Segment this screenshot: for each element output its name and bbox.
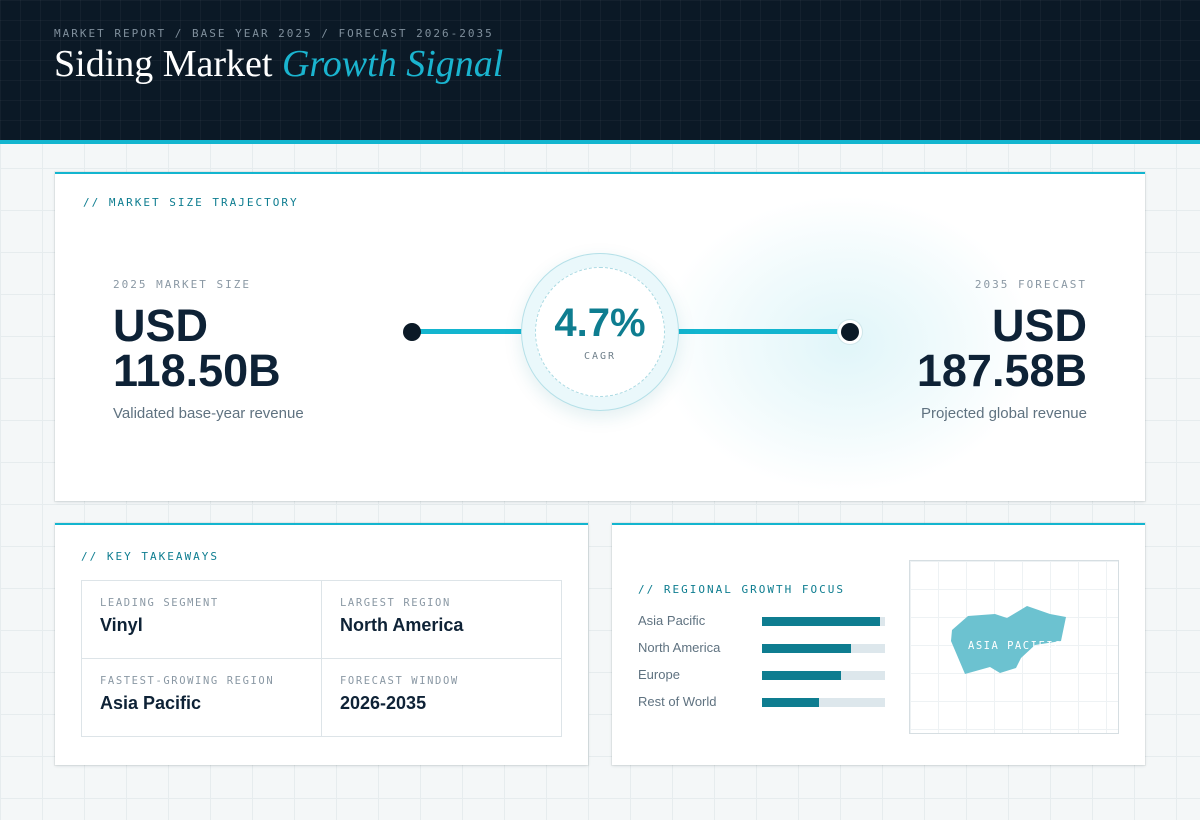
forecast-amount: 187.58B — [916, 345, 1087, 396]
base-eyebrow: 2025 MARKET SIZE — [113, 278, 251, 291]
report-eyebrow: MARKET REPORT / BASE YEAR 2025 / FORECAS… — [54, 27, 494, 40]
takeaway-fastest-growing-region: FASTEST-GROWING REGION Asia Pacific — [82, 659, 322, 736]
cagr-label: CAGR — [583, 351, 617, 362]
region-bar-fill — [762, 644, 851, 653]
region-map: ASIA PACIFIC — [909, 560, 1119, 734]
base-market-size: 2025 MARKET SIZE USD 118.50B Validated b… — [113, 278, 304, 422]
region-row-rest-of-world: Rest of World — [638, 695, 888, 709]
start-marker — [403, 323, 421, 341]
regional-label: // REGIONAL GROWTH FOCUS — [638, 583, 845, 596]
takeaway-eyebrow: LEADING SEGMENT — [100, 597, 219, 609]
region-bar-track — [762, 698, 885, 707]
report-header: MARKET REPORT / BASE YEAR 2025 / FORECAS… — [0, 0, 1200, 144]
takeaway-value: Vinyl — [100, 615, 143, 635]
region-bar-fill — [762, 671, 841, 680]
base-value: USD 118.50B — [113, 303, 304, 393]
trajectory-line-right — [673, 329, 843, 334]
takeaway-forecast-window: FORECAST WINDOW 2026-2035 — [322, 659, 561, 736]
cagr-value: 4.7% — [554, 301, 646, 345]
key-takeaways-card: // KEY TAKEAWAYS LEADING SEGMENT Vinyl L… — [55, 523, 588, 765]
base-amount: 118.50B — [113, 345, 281, 396]
takeaway-largest-region: LARGEST REGION North America — [322, 581, 561, 659]
takeaway-leading-segment: LEADING SEGMENT Vinyl — [82, 581, 322, 659]
asia-pacific-region-shape — [951, 606, 1066, 674]
forecast-currency: USD — [991, 300, 1087, 351]
region-name: North America — [638, 640, 721, 655]
cagr-badge: 4.7% CAGR — [521, 253, 679, 411]
region-row-north-america: North America — [638, 641, 888, 655]
region-bar-track — [762, 644, 885, 653]
regional-growth-card: // REGIONAL GROWTH FOCUS Asia Pacific No… — [612, 523, 1145, 765]
page-title: Siding Market Growth Signal — [54, 42, 503, 86]
takeaway-eyebrow: FASTEST-GROWING REGION — [100, 675, 275, 687]
forecast-value: USD 187.58B — [917, 303, 1087, 393]
title-main: Siding Market — [54, 43, 273, 85]
base-caption: Validated base-year revenue — [113, 405, 304, 422]
end-marker — [841, 323, 859, 341]
map-region-label: ASIA PACIFIC — [968, 640, 1062, 652]
forecast-market-size: 2035 FORECAST USD 187.58B Projected glob… — [917, 278, 1087, 422]
trajectory-label: // MARKET SIZE TRAJECTORY — [83, 196, 299, 209]
forecast-caption: Projected global revenue — [921, 405, 1087, 422]
title-accent: Growth Signal — [281, 43, 504, 85]
region-bar-track — [762, 617, 885, 626]
base-currency: USD — [113, 300, 209, 351]
takeaways-label: // KEY TAKEAWAYS — [81, 550, 219, 563]
takeaway-value: 2026-2035 — [340, 693, 427, 713]
takeaway-value: North America — [340, 615, 464, 635]
region-name: Rest of World — [638, 694, 717, 709]
takeaway-value: Asia Pacific — [100, 693, 202, 713]
background-glow — [655, 194, 1035, 494]
region-name: Asia Pacific — [638, 613, 706, 628]
market-size-card: // MARKET SIZE TRAJECTORY 2025 MARKET SI… — [55, 172, 1145, 501]
asia-pacific-map-icon — [951, 606, 1066, 674]
cagr-inner-ring: 4.7% CAGR — [535, 267, 665, 397]
region-bar-track — [762, 671, 885, 680]
region-name: Europe — [638, 667, 680, 682]
region-row-europe: Europe — [638, 668, 888, 682]
forecast-eyebrow: 2035 FORECAST — [974, 278, 1087, 291]
region-row-asia-pacific: Asia Pacific — [638, 614, 888, 628]
takeaway-eyebrow: LARGEST REGION — [340, 597, 451, 609]
takeaway-eyebrow: FORECAST WINDOW — [340, 675, 459, 687]
region-bar-fill — [762, 617, 881, 626]
trajectory-line-left — [417, 329, 527, 334]
takeaways-grid: LEADING SEGMENT Vinyl LARGEST REGION Nor… — [81, 580, 562, 737]
region-bar-fill — [762, 698, 819, 707]
